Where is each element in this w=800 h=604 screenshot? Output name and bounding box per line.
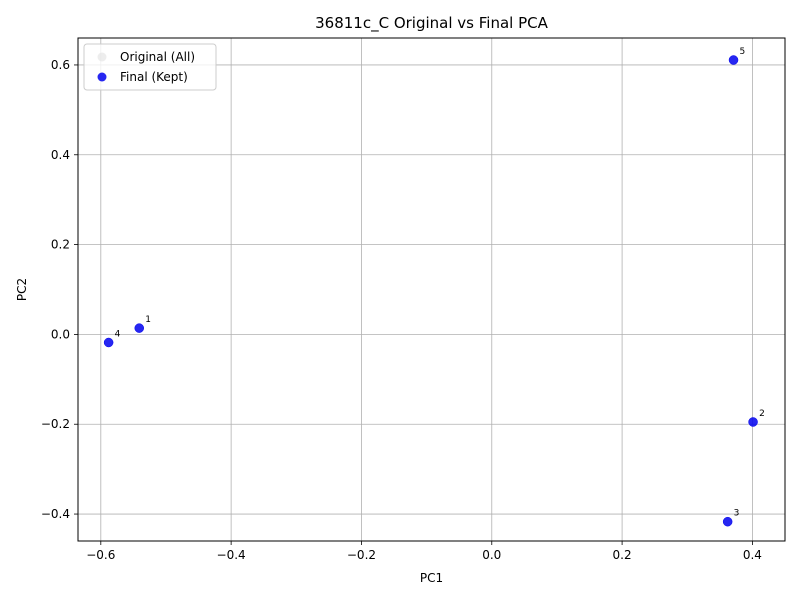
grid-layer — [78, 38, 785, 541]
x-tick-label: −0.4 — [217, 548, 246, 562]
y-axis-label: PC2 — [15, 278, 29, 301]
x-tick-label: 0.2 — [613, 548, 632, 562]
point-label: 4 — [115, 329, 121, 339]
point-label: 2 — [759, 409, 765, 419]
x-tick-label: −0.2 — [347, 548, 376, 562]
legend: Original (All) Final (Kept) — [83, 43, 217, 91]
scatter-point — [134, 323, 145, 333]
y-tick-label: 0.2 — [51, 238, 70, 252]
ticks-layer: −0.6 −0.4 −0.2 0.0 0.2 0.4 −0.4 −0.2 0.0 0.2 0.4 0.… — [41, 58, 762, 562]
y-tick-label: 0.6 — [51, 58, 70, 72]
scatter-point — [103, 337, 114, 348]
axes-frame — [77, 37, 786, 542]
legend-box — [83, 43, 217, 91]
x-tick-label: 0.4 — [743, 548, 762, 562]
scatter-point — [748, 417, 758, 427]
x-tick-label: −0.6 — [86, 548, 115, 562]
point-labels-layer: 1 2 3 4 5 — [115, 47, 765, 519]
y-tick-label: −0.4 — [41, 507, 70, 521]
scatter-point — [728, 55, 739, 65]
y-tick-label: 0.0 — [51, 327, 70, 341]
x-axis-label: PC1 — [420, 571, 443, 585]
legend-marker — [97, 52, 107, 62]
legend-label: Original (All) — [120, 50, 195, 64]
point-label: 3 — [734, 509, 740, 519]
scatter-point — [722, 516, 733, 527]
points-layer — [103, 55, 758, 527]
y-tick-label: −0.2 — [41, 417, 70, 431]
x-tick-label: 0.0 — [482, 548, 501, 562]
y-tick-label: 0.4 — [51, 148, 70, 162]
point-label: 1 — [145, 315, 151, 325]
chart-title: 36811c_C Original vs Final PCA — [315, 14, 548, 33]
legend-label: Final (Kept) — [120, 70, 188, 84]
point-label: 5 — [740, 47, 746, 57]
legend-marker — [97, 72, 107, 82]
